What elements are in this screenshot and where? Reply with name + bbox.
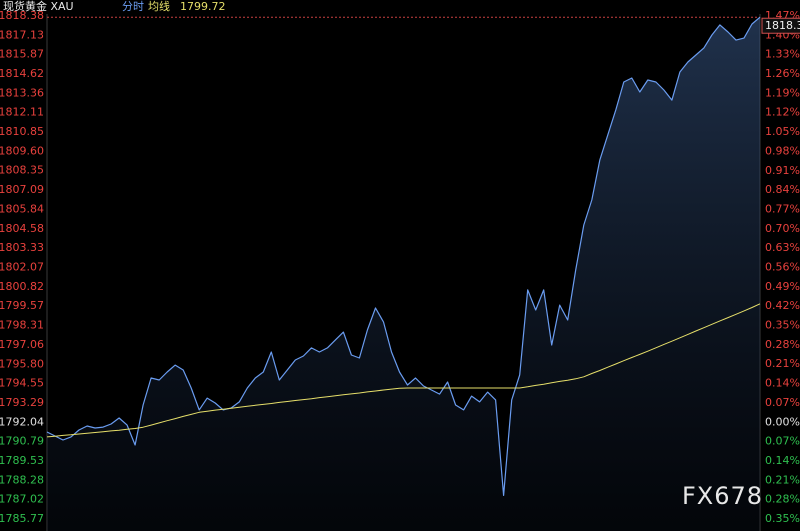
y2-tick-label: 0.35% <box>765 512 800 525</box>
legend-value: 1799.72 <box>180 0 226 13</box>
y-tick-label: 1790.79 <box>0 435 44 448</box>
legend-entry: 分时 <box>122 0 144 13</box>
y2-tick-label: 0.70% <box>765 222 800 235</box>
y2-tick-label: 0.00% <box>765 415 800 428</box>
y-tick-label: 1812.11 <box>0 106 44 119</box>
y-tick-label: 1808.35 <box>0 164 44 177</box>
y2-tick-label: 0.07% <box>765 435 800 448</box>
watermark: FX678 <box>682 482 763 510</box>
y2-tick-label: 0.07% <box>765 396 800 409</box>
y2-tick-label: 1.05% <box>765 125 800 138</box>
y-tick-label: 1813.36 <box>0 86 44 99</box>
y-tick-label: 1804.58 <box>0 222 44 235</box>
y2-tick-label: 0.21% <box>765 357 800 370</box>
y2-tick-label: 0.63% <box>765 241 800 254</box>
y2-tick-label: 0.14% <box>765 377 800 390</box>
y-tick-label: 1789.53 <box>0 454 44 467</box>
y-tick-label: 1787.02 <box>0 493 44 506</box>
y2-tick-label: 0.98% <box>765 144 800 157</box>
y-tick-label: 1799.57 <box>0 299 44 312</box>
y2-tick-label: 0.56% <box>765 261 800 274</box>
y2-tick-label: 0.35% <box>765 319 800 332</box>
y-tick-label: 1805.84 <box>0 202 44 215</box>
y2-tick-label: 1.26% <box>765 67 800 80</box>
y-tick-label: 1785.77 <box>0 512 44 525</box>
y-tick-label: 1807.09 <box>0 183 44 196</box>
y-tick-label: 1815.87 <box>0 48 44 61</box>
price-tag-box <box>761 17 800 34</box>
price-line <box>46 16 761 496</box>
y-tick-label: 1803.33 <box>0 241 44 254</box>
y2-tick-label: 0.49% <box>765 280 800 293</box>
y-tick-label: 1794.55 <box>0 377 44 390</box>
y2-tick-label: 0.28% <box>765 493 800 506</box>
average-line <box>46 303 761 438</box>
y2-tick-label: 1.19% <box>765 86 800 99</box>
y2-tick-label: 1.33% <box>765 48 800 61</box>
y-tick-label: 1788.28 <box>0 473 44 486</box>
y2-tick-label: 0.91% <box>765 164 800 177</box>
y-tick-label: 1818.38 <box>0 9 44 22</box>
legend-entry: 均线 <box>148 0 170 13</box>
chart-title: 现货黄金 XAU <box>3 0 74 13</box>
y2-tick-label: 0.42% <box>765 299 800 312</box>
y-tick-label: 1798.31 <box>0 319 44 332</box>
y2-tick-label: 0.28% <box>765 338 800 351</box>
y-tick-label: 1795.80 <box>0 357 44 370</box>
y2-tick-label: 0.77% <box>765 202 800 215</box>
y2-tick-label: 1.12% <box>765 106 800 119</box>
y-tick-label: 1793.29 <box>0 396 44 409</box>
y-tick-label: 1809.60 <box>0 144 44 157</box>
y-tick-label: 1810.85 <box>0 125 44 138</box>
y-tick-label: 1792.04 <box>0 415 44 428</box>
y-tick-label: 1814.62 <box>0 67 44 80</box>
y-tick-label: 1817.13 <box>0 28 44 41</box>
y2-tick-label: 0.14% <box>765 454 800 467</box>
y-tick-label: 1802.07 <box>0 261 44 274</box>
y-tick-label: 1800.82 <box>0 280 44 293</box>
price-area <box>47 17 760 531</box>
y2-tick-label: 0.21% <box>765 473 800 486</box>
price-tag: 1818.3 <box>765 19 800 32</box>
y2-tick-label: 0.84% <box>765 183 800 196</box>
y-tick-label: 1797.06 <box>0 338 44 351</box>
